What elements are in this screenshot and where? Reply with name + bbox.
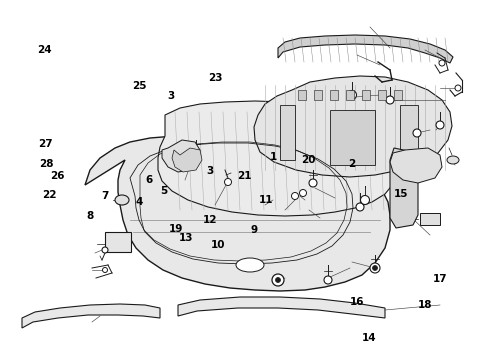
Circle shape [102,267,107,273]
Polygon shape [297,90,305,100]
Circle shape [372,265,377,270]
Text: 7: 7 [101,191,109,201]
Text: 14: 14 [361,333,376,343]
Circle shape [435,121,443,129]
Polygon shape [377,90,385,100]
Polygon shape [361,90,369,100]
Circle shape [192,148,199,156]
Text: 20: 20 [300,155,315,165]
Circle shape [360,195,369,204]
Circle shape [102,247,108,253]
Polygon shape [399,105,417,158]
Polygon shape [329,90,337,100]
Text: 10: 10 [210,240,224,250]
Text: 3: 3 [167,91,174,102]
Text: 28: 28 [39,159,54,169]
Circle shape [369,263,379,273]
Ellipse shape [236,258,264,272]
Bar [105,232,131,252]
Text: 23: 23 [207,73,222,84]
Polygon shape [389,148,417,228]
Text: 9: 9 [250,225,257,235]
Circle shape [271,274,284,286]
Circle shape [224,179,231,185]
Text: 26: 26 [50,171,65,181]
Bar [419,213,439,225]
Polygon shape [393,90,401,100]
Text: 5: 5 [160,186,167,196]
Circle shape [355,203,363,211]
Text: 19: 19 [168,224,183,234]
Text: 18: 18 [417,300,432,310]
Polygon shape [280,105,294,160]
Text: 1: 1 [270,152,277,162]
Text: 12: 12 [203,215,217,225]
Circle shape [324,276,331,284]
Text: 11: 11 [259,195,273,205]
Polygon shape [178,297,384,318]
Text: 27: 27 [38,139,52,149]
Ellipse shape [115,195,129,205]
Polygon shape [253,76,451,177]
Text: 4: 4 [135,197,143,207]
Polygon shape [172,148,202,172]
Polygon shape [22,304,160,328]
Text: 3: 3 [206,166,213,176]
Polygon shape [85,135,389,291]
Polygon shape [313,90,321,100]
Circle shape [299,189,306,197]
Circle shape [275,278,280,283]
Circle shape [347,90,356,99]
Circle shape [412,129,420,137]
Circle shape [454,85,460,91]
Polygon shape [389,148,441,183]
Text: 13: 13 [178,233,193,243]
Text: 17: 17 [432,274,447,284]
Text: 24: 24 [37,45,51,55]
Text: 2: 2 [348,159,355,169]
Circle shape [291,193,298,199]
Text: 22: 22 [41,190,56,201]
Circle shape [438,60,444,66]
Polygon shape [278,35,452,63]
Polygon shape [158,101,397,216]
Polygon shape [346,90,353,100]
Text: 21: 21 [237,171,251,181]
Ellipse shape [446,156,458,164]
Circle shape [308,179,316,187]
Text: 16: 16 [349,297,364,307]
Text: 6: 6 [145,175,152,185]
Text: 8: 8 [87,211,94,221]
Polygon shape [162,140,200,172]
Circle shape [385,96,393,104]
Text: 25: 25 [132,81,146,91]
Polygon shape [329,110,374,165]
Text: 15: 15 [393,189,407,199]
